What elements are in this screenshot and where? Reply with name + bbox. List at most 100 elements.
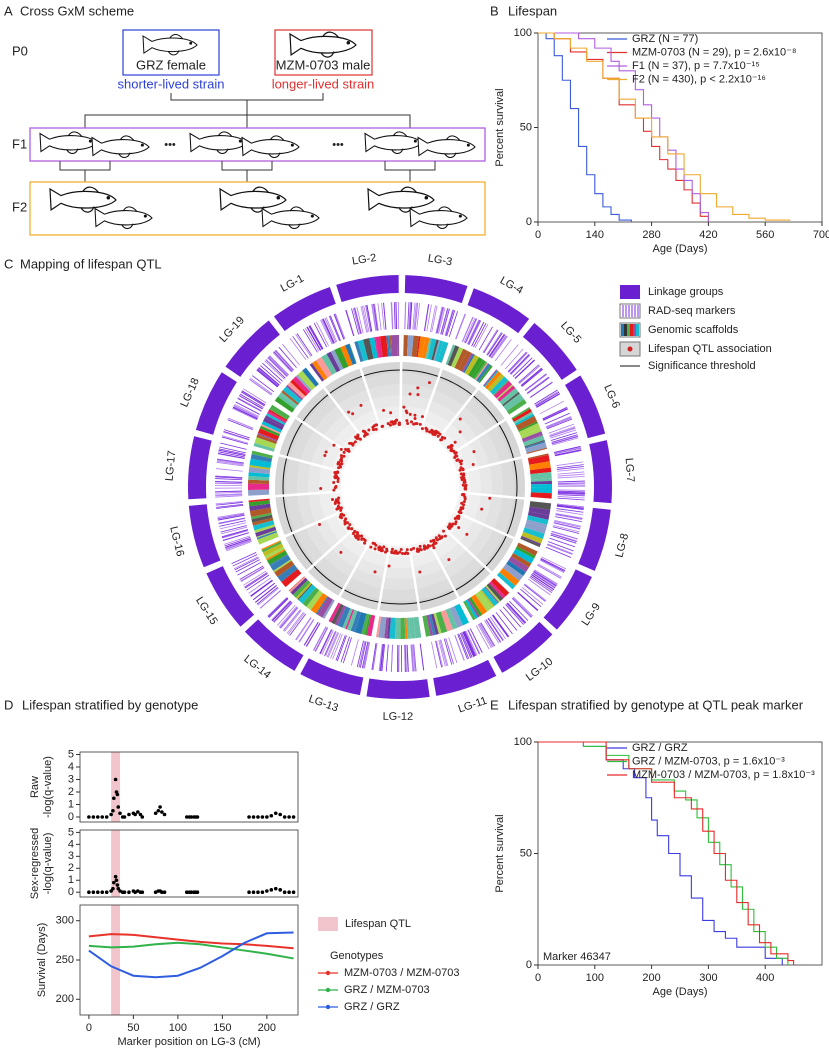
rad-marker bbox=[372, 643, 378, 671]
point bbox=[291, 815, 296, 819]
rad-marker bbox=[322, 318, 335, 344]
legend-icon bbox=[627, 324, 630, 336]
qtl-point bbox=[339, 506, 343, 510]
rad-marker bbox=[526, 376, 549, 394]
rad-marker bbox=[395, 302, 397, 330]
rad-marker bbox=[475, 625, 490, 650]
point bbox=[184, 890, 189, 895]
scaffold bbox=[433, 340, 441, 361]
lg-label: LG-7 bbox=[623, 457, 637, 482]
y-tick-label: 50 bbox=[520, 121, 532, 133]
scaffold bbox=[269, 404, 290, 421]
rad-marker bbox=[313, 322, 328, 348]
scaffold bbox=[514, 413, 535, 426]
qtl-point bbox=[427, 544, 431, 548]
rad-marker bbox=[550, 533, 577, 543]
qtl-point bbox=[424, 426, 428, 430]
rad-marker bbox=[486, 332, 502, 356]
x-tick-label: 280 bbox=[642, 229, 660, 241]
scaffold bbox=[297, 583, 313, 600]
qtl-point bbox=[464, 487, 468, 491]
group-gap bbox=[407, 545, 421, 612]
scaffold bbox=[255, 526, 277, 537]
rad-marker bbox=[550, 534, 577, 544]
rad-marker bbox=[405, 644, 407, 672]
scaffold bbox=[364, 614, 372, 636]
scaffold bbox=[309, 363, 325, 382]
point bbox=[184, 815, 189, 819]
rad-marker bbox=[217, 453, 245, 459]
rad-marker bbox=[528, 578, 551, 596]
qtl-point bbox=[427, 381, 431, 385]
rad-marker bbox=[244, 572, 268, 588]
legend-label: Lifespan QTL association bbox=[648, 343, 772, 355]
rad-marker bbox=[271, 600, 291, 621]
rad-marker bbox=[262, 362, 283, 382]
rad-marker bbox=[272, 601, 292, 622]
scaffold bbox=[483, 369, 498, 387]
scaffold bbox=[321, 353, 337, 375]
rad-marker bbox=[241, 390, 266, 406]
scaffold bbox=[416, 336, 421, 358]
scaffold bbox=[468, 597, 483, 617]
qtl-point bbox=[432, 430, 436, 434]
qtl-region bbox=[111, 752, 121, 822]
rad-marker bbox=[438, 640, 446, 667]
fish-body bbox=[289, 31, 357, 58]
scaffold bbox=[516, 542, 538, 556]
rad-marker bbox=[292, 336, 309, 359]
rad-marker bbox=[330, 633, 342, 659]
scaffold bbox=[430, 613, 439, 635]
rad-marker bbox=[325, 317, 338, 343]
qtl-point bbox=[340, 516, 344, 520]
rad-marker bbox=[557, 473, 585, 477]
x-axis-label: Marker position on LG-3 (cM) bbox=[117, 1036, 260, 1048]
scaffold bbox=[499, 568, 520, 586]
rad-marker bbox=[485, 619, 502, 643]
rad-marker bbox=[381, 302, 385, 330]
scaffold bbox=[527, 511, 550, 520]
plot-frame bbox=[79, 751, 299, 823]
rad-marker bbox=[406, 644, 409, 672]
rad-marker bbox=[534, 569, 558, 585]
group-gap bbox=[305, 525, 358, 573]
rad-marker bbox=[237, 398, 262, 412]
rad-marker bbox=[506, 603, 526, 624]
scaffold bbox=[251, 450, 273, 459]
y-tick-label: 0 bbox=[526, 216, 532, 228]
parent-note: shorter-lived strain bbox=[118, 76, 225, 91]
rad-marker bbox=[269, 355, 289, 376]
scaffold bbox=[530, 487, 552, 494]
qtl-point bbox=[425, 429, 429, 433]
rad-marker bbox=[546, 544, 573, 555]
linkage-group bbox=[244, 619, 304, 671]
scaffold bbox=[406, 617, 411, 639]
scaffold bbox=[248, 500, 271, 507]
rad-marker bbox=[467, 319, 480, 345]
rad-marker bbox=[320, 629, 333, 655]
rad-marker bbox=[530, 575, 554, 592]
point bbox=[251, 815, 256, 819]
legend-icon bbox=[633, 324, 636, 336]
qtl-point bbox=[455, 515, 459, 519]
scaffold bbox=[264, 546, 285, 560]
rad-marker bbox=[555, 513, 583, 519]
rad-marker bbox=[521, 368, 543, 387]
marker-track bbox=[246, 340, 303, 398]
qtl-point bbox=[353, 440, 357, 444]
qtl-point bbox=[462, 500, 466, 504]
rad-marker bbox=[520, 588, 542, 608]
scaffold bbox=[530, 478, 552, 482]
rad-marker bbox=[267, 597, 288, 617]
rad-marker bbox=[218, 451, 245, 458]
qtl-point bbox=[354, 436, 358, 440]
scaffold bbox=[270, 555, 291, 571]
rad-marker bbox=[554, 450, 582, 457]
legend-label: RAD-seq markers bbox=[648, 305, 736, 317]
rad-marker bbox=[436, 306, 444, 334]
chart-title: Lifespan stratified by genotype bbox=[22, 697, 198, 712]
rad-marker bbox=[441, 308, 450, 335]
scaffold bbox=[529, 461, 551, 471]
rad-marker bbox=[504, 348, 524, 370]
